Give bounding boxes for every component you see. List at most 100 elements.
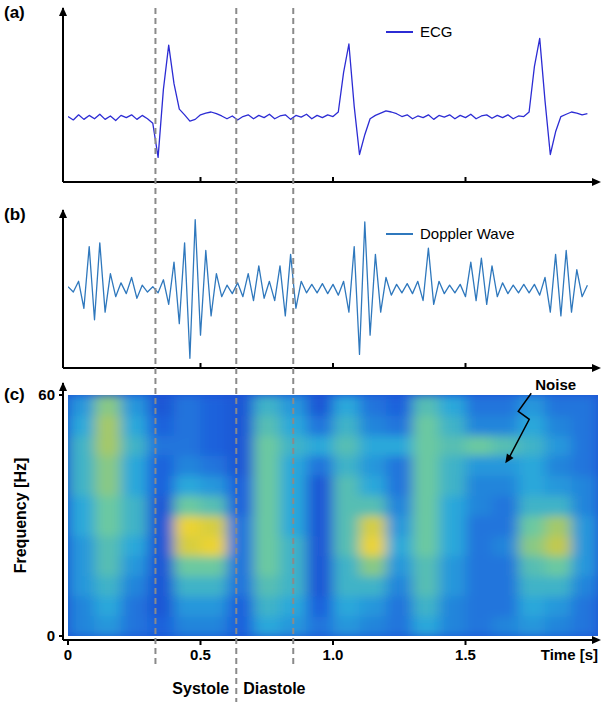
heatmap-cell [413, 536, 440, 557]
heatmap-cell [121, 475, 148, 496]
heatmap-cell [333, 536, 360, 557]
heatmap-cell [413, 415, 440, 436]
panel-label: (b) [4, 205, 26, 224]
tick-label: 1.5 [455, 646, 476, 663]
heatmap-cell [519, 495, 546, 516]
heatmap-cell [68, 616, 95, 636]
heatmap-cell [227, 415, 254, 436]
axis-arrow [592, 636, 601, 644]
annotation-arrow [509, 393, 531, 457]
heatmap-cell [174, 516, 201, 537]
heatmap-cell [360, 455, 387, 476]
heatmap-cell [466, 415, 493, 436]
phase-line [154, 8, 156, 668]
heatmap-cell [466, 395, 493, 416]
heatmap-cell [413, 495, 440, 516]
heatmap-cell [68, 596, 95, 617]
heatmap-cell [466, 516, 493, 537]
heatmap-cell [333, 415, 360, 436]
heatmap-cell [201, 516, 228, 537]
heatmap-cell [95, 415, 122, 436]
heatmap-cell [413, 576, 440, 597]
heatmap-cell [545, 556, 572, 577]
heatmap-cell [413, 475, 440, 496]
heatmap-cell [121, 495, 148, 516]
plot-area [68, 395, 598, 636]
heatmap-cell [439, 576, 466, 597]
heatmap-cell [333, 475, 360, 496]
heatmap-cell [466, 455, 493, 476]
heatmap-cell [439, 616, 466, 636]
heatmap-cell [545, 616, 572, 636]
heatmap-cell [386, 435, 413, 456]
heatmap-cell [254, 516, 281, 537]
heatmap-cell [386, 556, 413, 577]
heatmap-cell [174, 435, 201, 456]
heatmap-cell [121, 596, 148, 617]
heatmap-cell [95, 596, 122, 617]
heatmap-cell [68, 415, 95, 436]
heatmap-cell [254, 475, 281, 496]
heatmap-cell [439, 536, 466, 557]
heatmap-cell [307, 475, 334, 496]
heatmap-cell [174, 475, 201, 496]
tick-label: 0 [64, 646, 72, 663]
heatmap-cell [174, 576, 201, 597]
heatmap-cell [68, 576, 95, 597]
annotation: Noise [535, 376, 576, 393]
heatmap-cell [95, 536, 122, 557]
heatmap-cell [360, 395, 387, 416]
heatmap-cell [386, 576, 413, 597]
plot-area [68, 220, 587, 359]
heatmap-cell [95, 475, 122, 496]
heatmap-cell [307, 495, 334, 516]
heatmap-cell [201, 616, 228, 636]
y-axis [62, 383, 64, 640]
heatmap-cell [572, 495, 599, 516]
heatmap-cell [386, 516, 413, 537]
heatmap-cell [227, 576, 254, 597]
heatmap-cell [254, 455, 281, 476]
heatmap-cell [492, 495, 519, 516]
heatmap-cell [307, 556, 334, 577]
heatmap-cell [121, 415, 148, 436]
heatmap-cell [466, 435, 493, 456]
heatmap-cell [148, 616, 175, 636]
heatmap-cell [227, 556, 254, 577]
heatmap-cell [466, 475, 493, 496]
legend-label: ECG [420, 23, 453, 40]
tick [332, 363, 334, 368]
heatmap-cell [492, 516, 519, 537]
tick [59, 635, 63, 637]
heatmap-cell [519, 455, 546, 476]
heatmap-cell [439, 395, 466, 416]
heatmap-cell [466, 495, 493, 516]
heatmap-cell [254, 576, 281, 597]
heatmap-cell [360, 556, 387, 577]
heatmap-cell [466, 556, 493, 577]
heatmap-cell [307, 536, 334, 557]
tick [200, 640, 202, 645]
tick [59, 394, 63, 396]
heatmap-cell [68, 516, 95, 537]
heatmap-cell [360, 516, 387, 537]
heatmap-cell [95, 516, 122, 537]
heatmap-cell [572, 435, 599, 456]
heatmap-cell [545, 596, 572, 617]
heatmap-cell [545, 576, 572, 597]
y-axis [62, 210, 64, 368]
panel: (b)Doppler Wave [4, 205, 601, 372]
x-axis [63, 367, 598, 369]
heatmap-cell [95, 495, 122, 516]
heatmap-cell [174, 495, 201, 516]
heatmap-cell [95, 616, 122, 636]
heatmap-cell [360, 475, 387, 496]
heatmap-cell [148, 536, 175, 557]
heatmap-cell [360, 576, 387, 597]
axis-arrow [592, 178, 601, 186]
heatmap-cell [466, 596, 493, 617]
heatmap-cell [386, 616, 413, 636]
heatmap-cell [148, 576, 175, 597]
heatmap-cell [333, 435, 360, 456]
axis-arrow [59, 209, 67, 218]
